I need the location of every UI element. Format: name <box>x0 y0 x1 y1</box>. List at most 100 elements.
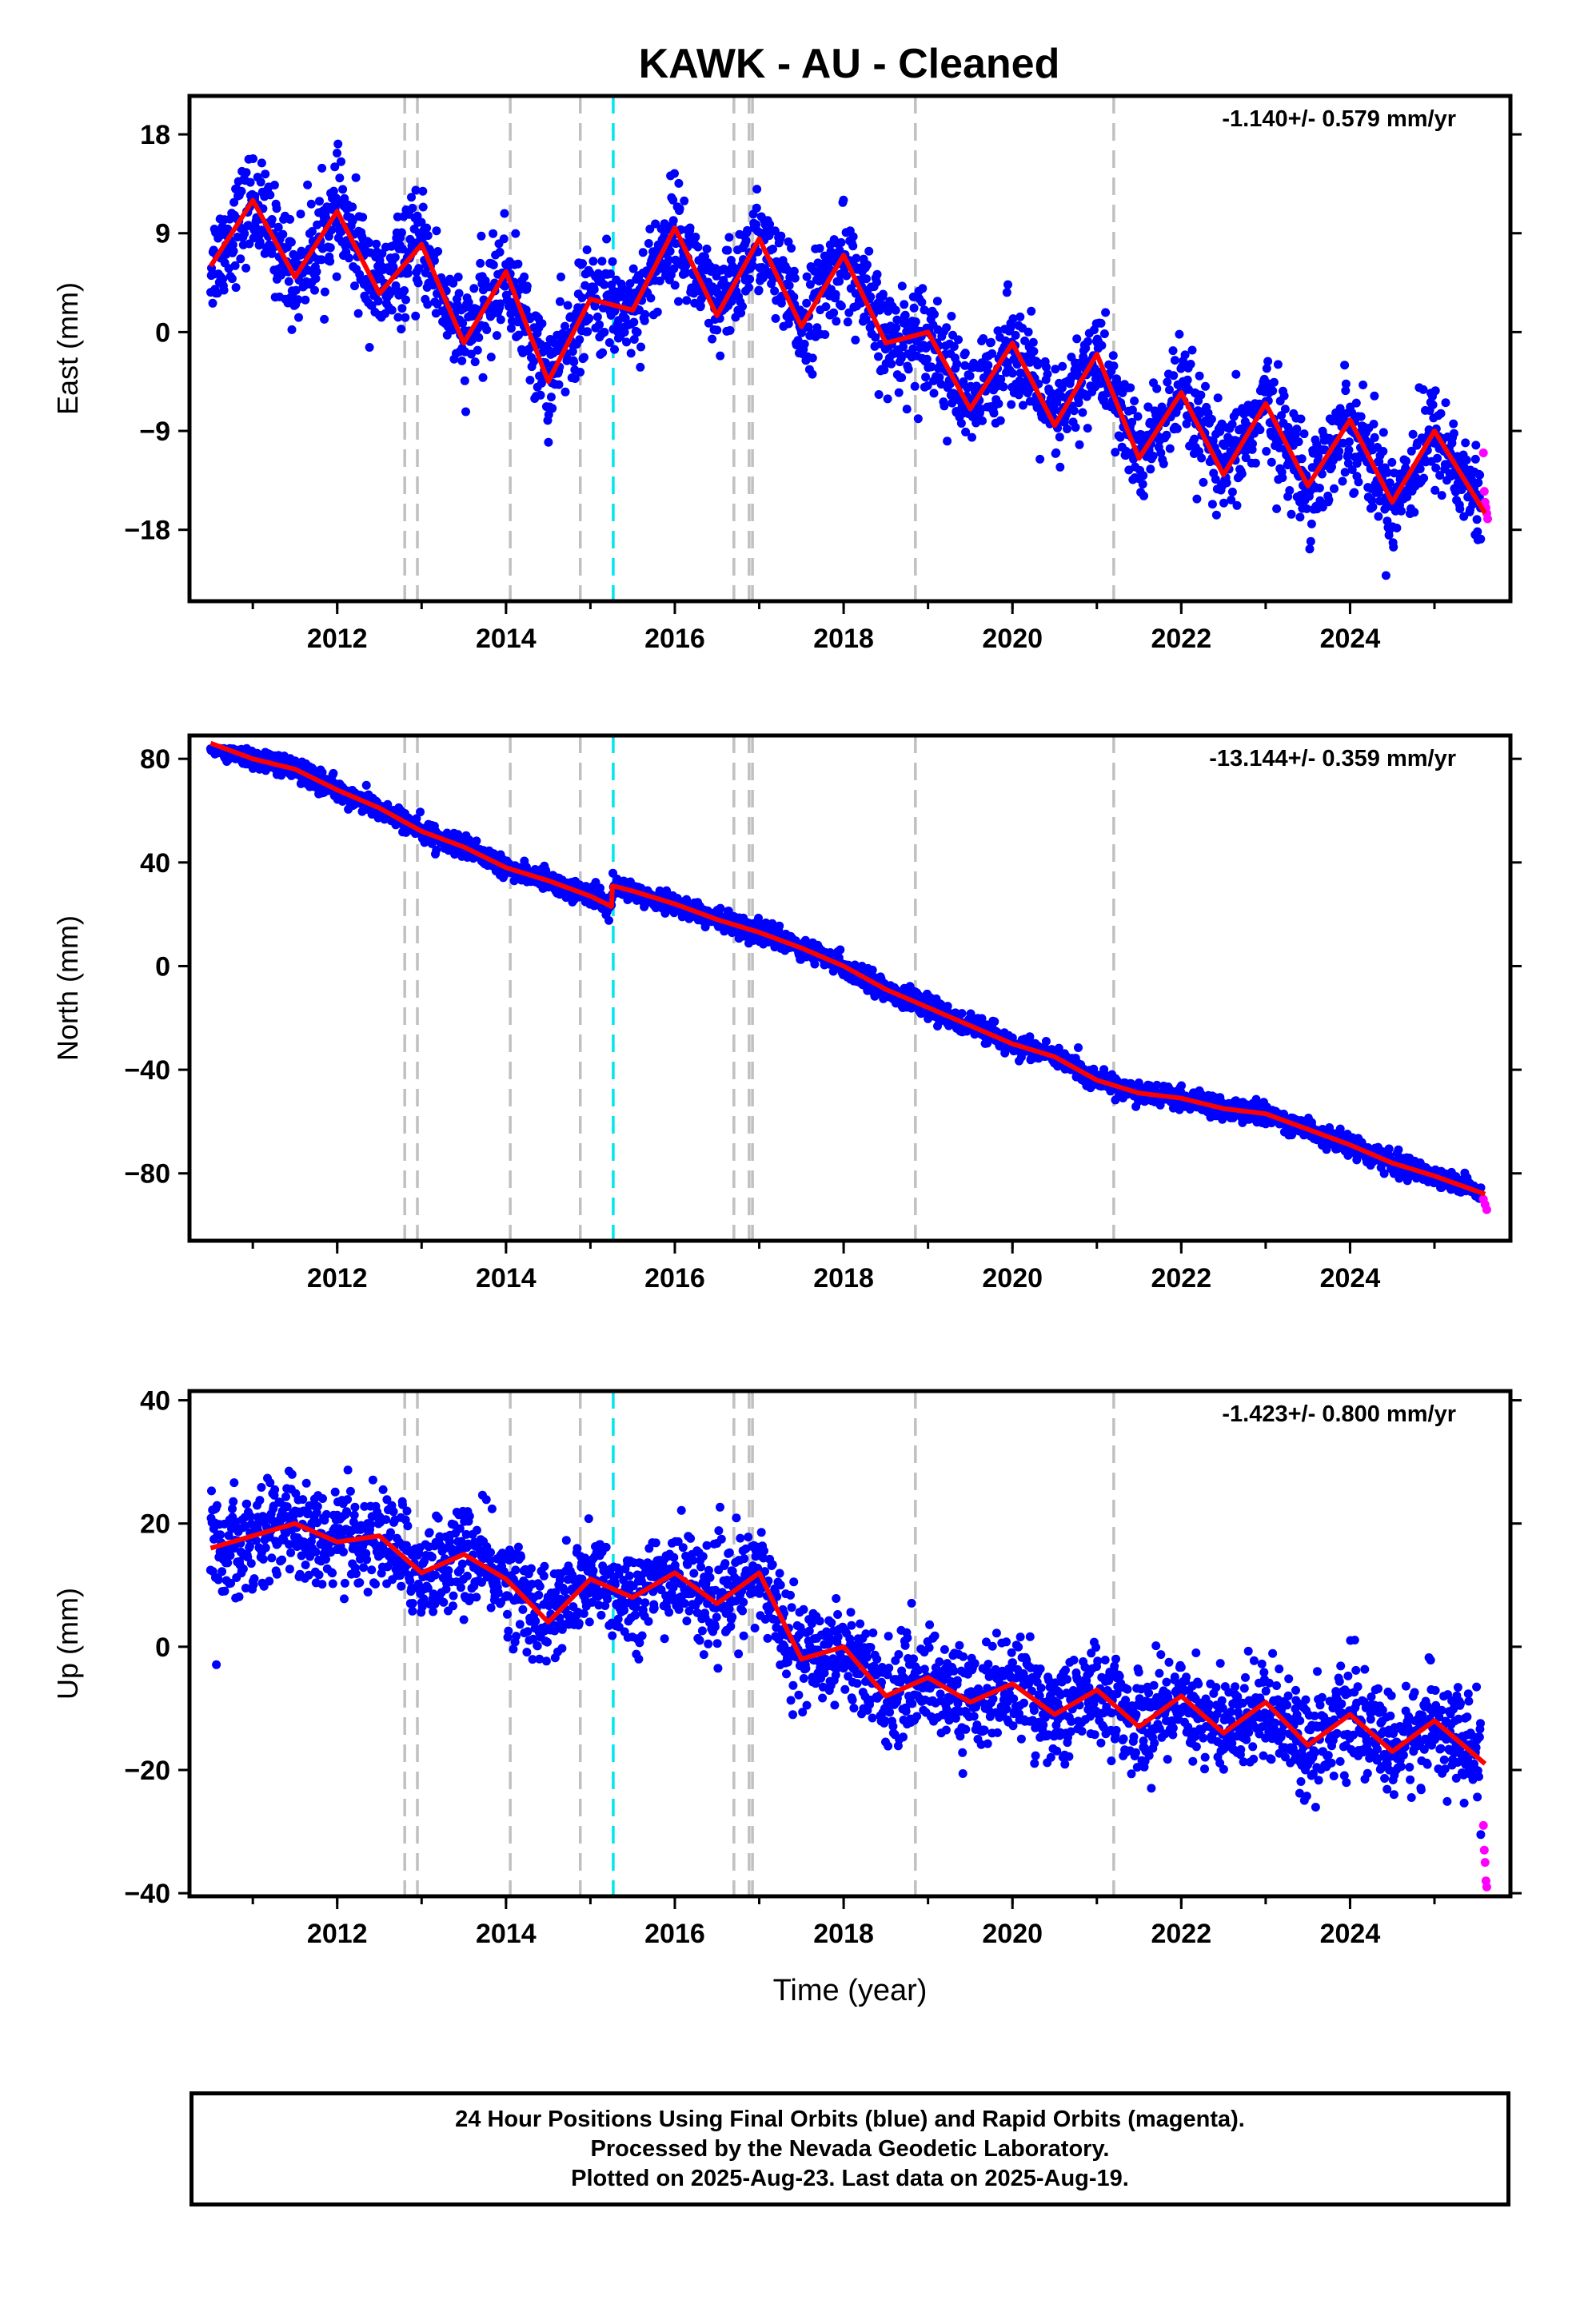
final-orbit-point <box>287 238 296 247</box>
final-orbit-point <box>755 286 764 295</box>
final-orbit-point <box>884 394 892 403</box>
final-orbit-point <box>1163 431 1171 440</box>
final-orbit-point <box>246 178 255 187</box>
rapid-orbit-point <box>1483 515 1492 524</box>
final-orbit-point <box>1442 398 1450 407</box>
final-orbit-point <box>1307 537 1315 546</box>
final-orbit-point <box>1307 520 1316 528</box>
final-orbit-point <box>590 285 599 294</box>
final-orbit-point <box>1208 500 1217 508</box>
final-orbit-point <box>776 232 785 241</box>
final-orbit-point <box>984 361 992 369</box>
final-orbit-point <box>1173 425 1182 433</box>
final-orbit-point <box>990 409 999 417</box>
final-orbit-point <box>646 293 655 302</box>
y-tick-label: 9 <box>155 219 170 249</box>
y-tick-label: −18 <box>124 516 170 546</box>
final-orbit-point <box>1473 515 1482 524</box>
final-orbit-point <box>1355 477 1363 486</box>
final-orbit-point <box>569 357 578 366</box>
final-orbit-point <box>471 357 480 366</box>
final-orbit-point <box>1295 512 1304 521</box>
final-orbit-point <box>537 391 545 400</box>
final-orbit-point <box>1461 438 1470 447</box>
final-orbit-point <box>1197 454 1206 463</box>
final-orbit-point <box>577 293 586 302</box>
final-orbit-point <box>268 215 277 224</box>
final-orbit-point <box>1475 471 1484 480</box>
final-orbit-point <box>875 390 884 399</box>
final-orbit-point <box>816 244 824 253</box>
x-tick-label: 2020 <box>982 624 1043 654</box>
final-orbit-point <box>236 254 245 263</box>
final-orbit-point <box>1029 338 1038 347</box>
final-orbit-point <box>887 360 896 369</box>
final-orbit-point <box>849 233 858 241</box>
final-orbit-point <box>1171 356 1179 365</box>
final-orbit-point <box>1357 413 1366 421</box>
final-orbit-point <box>1462 456 1471 464</box>
final-orbit-point <box>879 290 888 299</box>
final-orbit-point <box>352 173 361 182</box>
final-orbit-point <box>242 168 251 177</box>
final-orbit-point <box>1402 456 1410 465</box>
final-orbit-point <box>598 349 607 357</box>
final-orbit-point <box>310 286 319 295</box>
final-orbit-point <box>954 335 963 344</box>
final-orbit-point <box>500 234 509 243</box>
final-orbit-point <box>249 154 257 163</box>
final-orbit-point <box>1035 455 1044 464</box>
final-orbit-point <box>1195 372 1204 381</box>
final-orbit-point <box>1231 370 1240 379</box>
final-orbit-point <box>401 296 410 305</box>
final-orbit-point <box>1315 484 1324 492</box>
final-orbit-point <box>1449 420 1458 429</box>
final-orbit-point <box>424 231 433 240</box>
final-orbit-point <box>1450 429 1458 438</box>
final-orbit-point <box>1416 464 1425 473</box>
final-orbit-point <box>900 300 908 309</box>
final-orbit-point <box>1270 378 1279 387</box>
final-orbit-point <box>589 257 597 265</box>
final-orbit-point <box>1429 401 1438 409</box>
final-orbit-point <box>808 353 817 362</box>
final-orbit-point <box>791 274 800 283</box>
final-orbit-point <box>350 281 359 290</box>
final-orbit-point <box>1248 440 1257 448</box>
final-orbit-point <box>325 257 334 265</box>
final-orbit-point <box>1342 380 1351 389</box>
final-orbit-point <box>1201 382 1210 391</box>
final-orbit-point <box>897 373 906 382</box>
final-orbit-point <box>930 389 939 397</box>
final-orbit-point <box>1238 469 1247 478</box>
final-orbit-point <box>832 317 840 325</box>
final-orbit-point <box>1029 347 1038 356</box>
final-orbit-point <box>990 1017 999 1026</box>
final-orbit-point <box>525 376 534 385</box>
final-orbit-point <box>873 270 882 279</box>
final-orbit-point <box>802 299 811 308</box>
final-orbit-point <box>686 224 695 233</box>
final-orbit-point <box>474 333 483 342</box>
final-orbit-point <box>1165 385 1174 394</box>
final-orbit-point <box>772 314 780 323</box>
final-orbit-point <box>493 331 501 340</box>
final-orbit-point <box>454 273 463 281</box>
final-orbit-point <box>899 342 908 351</box>
final-orbit-point <box>966 372 975 381</box>
final-orbit-point <box>354 309 363 318</box>
final-orbit-point <box>1163 377 1171 386</box>
final-orbit-point <box>537 319 546 328</box>
final-orbit-point <box>903 405 912 413</box>
final-orbit-point <box>500 209 509 218</box>
final-orbit-point <box>297 209 305 218</box>
final-orbit-point <box>401 313 409 322</box>
final-orbit-point <box>1306 544 1315 553</box>
final-orbit-point <box>808 370 817 379</box>
x-tick-label: 2022 <box>1151 624 1211 654</box>
final-orbit-point <box>800 340 809 349</box>
final-orbit-point <box>892 324 900 333</box>
final-orbit-point <box>261 169 269 178</box>
final-orbit-point <box>996 417 1005 425</box>
final-orbit-point <box>333 273 341 281</box>
